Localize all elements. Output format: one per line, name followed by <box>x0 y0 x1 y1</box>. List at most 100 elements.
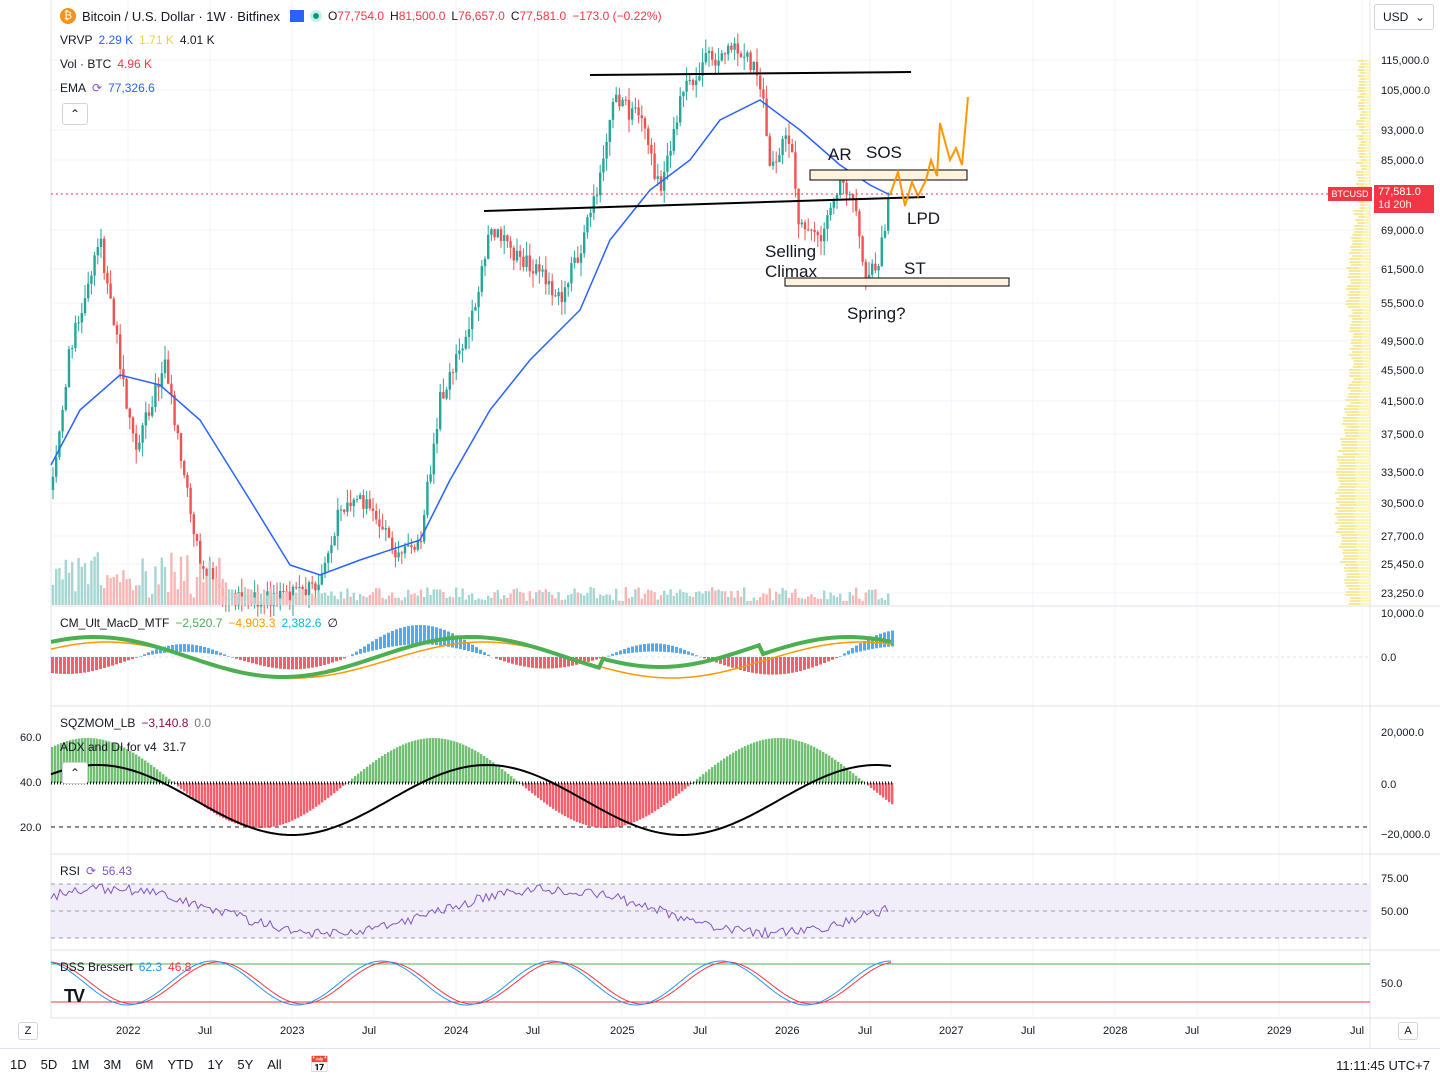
squeeze-histogram-bar <box>366 767 368 783</box>
candle-body <box>420 541 422 542</box>
candle-body <box>81 313 83 322</box>
candle-body <box>429 474 431 481</box>
volume-profile-bar <box>1344 570 1358 572</box>
range-button-all[interactable]: All <box>267 1057 281 1072</box>
squeeze-histogram-bar <box>756 741 758 783</box>
tradingview-logo[interactable]: TV <box>64 986 83 1007</box>
volume-profile-bar <box>1364 171 1370 173</box>
price-axis-label: 23,250.0 <box>1381 588 1424 600</box>
macd-histogram-bar <box>303 657 306 669</box>
macd-histogram-bar <box>587 657 590 662</box>
range-button-6m[interactable]: 6M <box>135 1057 153 1072</box>
candle-body <box>65 387 67 410</box>
vrvp-legend[interactable]: VRVP 2.29 K 1.71 K 4.01 K <box>60 33 215 47</box>
squeeze-histogram-bar <box>372 762 374 783</box>
st-zone-box[interactable] <box>785 278 1009 286</box>
dss-legend[interactable]: DSS Bressert 62.3 46.8 <box>60 960 191 974</box>
volume-bar <box>481 599 483 605</box>
rsi-settings-icon[interactable]: ⟳ <box>86 864 96 878</box>
squeeze-histogram-bar <box>129 751 131 783</box>
volume-bar <box>730 591 732 605</box>
candle-body <box>810 230 812 231</box>
time-axis-label: 2022 <box>116 1025 140 1037</box>
zoom-toggle-button[interactable]: Z <box>18 1022 38 1040</box>
symbol-legend[interactable]: ₿ Bitcoin / U.S. Dollar · 1W · Bitfinex … <box>60 8 662 24</box>
squeeze-histogram-bar <box>255 783 257 828</box>
volume-bar <box>461 588 463 605</box>
volume-legend[interactable]: Vol · BTC 4.96 K <box>60 57 152 71</box>
candle-body <box>858 211 860 236</box>
volume-bar <box>330 591 332 605</box>
auto-scale-button[interactable]: A <box>1398 1022 1418 1040</box>
range-button-ytd[interactable]: YTD <box>167 1057 193 1072</box>
range-button-3m[interactable]: 3M <box>103 1057 121 1072</box>
volume-bar <box>234 594 236 605</box>
macd-histogram-bar <box>271 657 274 668</box>
volume-profile-bar <box>1359 573 1370 575</box>
volume-bar <box>650 590 652 605</box>
ema-legend[interactable]: EMA ⟳ 77,326.6 <box>60 81 155 95</box>
macd-histogram-bar <box>319 657 322 666</box>
volume-profile-bar <box>1354 492 1370 494</box>
volume-bar <box>122 570 124 605</box>
squeeze-histogram-bar <box>420 739 422 783</box>
volume-profile-bar <box>1361 141 1366 143</box>
range-button-1y[interactable]: 1Y <box>207 1057 223 1072</box>
volume-profile-bar <box>1363 231 1370 233</box>
macd-histogram-bar <box>499 657 502 660</box>
squeeze-histogram-bar <box>252 783 254 828</box>
candle-body <box>721 53 723 60</box>
volume-profile-bar <box>1340 438 1357 440</box>
price-axis-label: 61,500.0 <box>1381 264 1424 276</box>
collapse-legend-button[interactable]: ⌃ <box>62 103 88 125</box>
macd-legend[interactable]: CM_Ult_MacD_MTF −2,520.7 −4,903.3 2,382.… <box>60 616 338 630</box>
hidden-icon[interactable]: ∅ <box>327 616 337 630</box>
calendar-icon[interactable]: 📅 <box>310 1055 330 1075</box>
squeeze-histogram-bar <box>315 783 317 807</box>
ar-zone-box[interactable] <box>810 170 967 180</box>
macd-histogram-bar <box>475 647 478 653</box>
candle-body <box>359 495 361 499</box>
volume-profile-bar <box>1358 150 1365 152</box>
squeeze-histogram-bar <box>747 745 749 783</box>
candle-body <box>205 569 207 576</box>
volume-profile-bar <box>1365 147 1370 149</box>
squeeze-histogram-bar <box>393 749 395 783</box>
candle-body <box>113 299 115 326</box>
squeeze-histogram-bar <box>732 753 734 783</box>
ema-settings-icon[interactable]: ⟳ <box>92 81 102 95</box>
range-button-5y[interactable]: 5Y <box>237 1057 253 1072</box>
macd-histogram-bar <box>307 657 310 668</box>
range-button-1m[interactable]: 1M <box>71 1057 89 1072</box>
macd-histogram-bar <box>615 652 618 655</box>
volume-bar <box>554 599 556 605</box>
sqz-legend[interactable]: SQZMOM_LB −3,140.8 0.0 <box>60 716 211 730</box>
macd-histogram-bar <box>339 657 342 660</box>
ohlc-open-label: O <box>328 9 337 23</box>
candle-body <box>449 372 451 389</box>
squeeze-histogram-bar <box>552 783 554 809</box>
volume-profile-bar <box>1365 201 1370 203</box>
macd-histogram-bar <box>787 657 790 673</box>
macd-histogram-bar <box>811 657 814 667</box>
clock[interactable]: 11:11:45 UTC+7 <box>1336 1058 1430 1073</box>
volume-profile-bar <box>1356 120 1364 122</box>
range-button-1d[interactable]: 1D <box>10 1057 27 1072</box>
squeeze-histogram-bar <box>750 744 752 783</box>
market-status-icon[interactable] <box>310 10 322 22</box>
volume-bar <box>525 601 527 605</box>
collapse-pane-button[interactable]: ⌃ <box>62 762 88 784</box>
volume-profile-bar <box>1337 501 1355 503</box>
macd-histogram-bar <box>211 649 214 654</box>
flag-icon[interactable] <box>290 10 304 22</box>
range-button-5d[interactable]: 5D <box>41 1057 58 1072</box>
currency-select[interactable]: USD ⌄ <box>1374 4 1434 30</box>
volume-profile-bar <box>1361 279 1370 281</box>
adx-legend[interactable]: ADX and DI for v4 31.7 <box>60 740 186 754</box>
volume-profile-bar <box>1366 132 1370 134</box>
rsi-legend[interactable]: RSI ⟳ 56.43 <box>60 864 132 878</box>
volume-profile-bar <box>1359 405 1370 407</box>
volume-profile-bar <box>1361 372 1370 374</box>
